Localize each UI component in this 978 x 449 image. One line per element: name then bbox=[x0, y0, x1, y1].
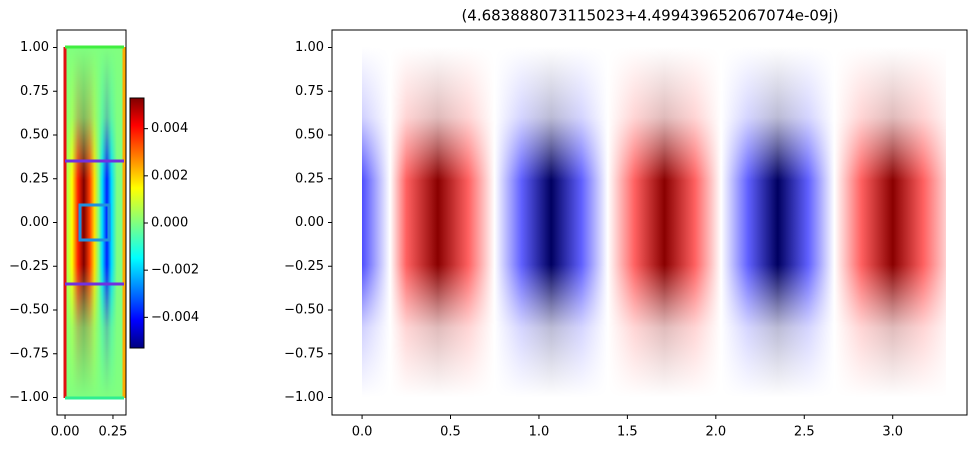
y-tick-label: 1.00 bbox=[295, 40, 324, 55]
y-tick-label: −1.00 bbox=[9, 390, 49, 405]
y-tick-label: 0.50 bbox=[20, 128, 49, 143]
y-tick-label: 0.25 bbox=[295, 171, 324, 186]
colorbar-tick-label: −0.002 bbox=[151, 263, 199, 278]
x-tick-label: 0.0 bbox=[352, 425, 373, 440]
y-tick-label: 0.00 bbox=[295, 215, 324, 230]
y-tick-label: 0.00 bbox=[20, 215, 49, 230]
y-tick-label: −0.75 bbox=[9, 346, 49, 361]
y-tick-label: 1.00 bbox=[20, 40, 49, 55]
x-tick-label: 0.5 bbox=[440, 425, 461, 440]
y-tick-label: −0.50 bbox=[284, 303, 324, 318]
x-tick-label: 0.25 bbox=[98, 425, 127, 440]
x-tick-label: 2.5 bbox=[794, 425, 815, 440]
y-tick-label: −0.75 bbox=[284, 346, 324, 361]
y-tick-label: −0.25 bbox=[284, 259, 324, 274]
x-tick-label: 1.5 bbox=[617, 425, 638, 440]
y-tick-label: 0.75 bbox=[20, 84, 49, 99]
x-tick-label: 3.0 bbox=[882, 425, 903, 440]
colorbar-tick-label: −0.004 bbox=[151, 310, 199, 325]
colorbar-tick-label: 0.004 bbox=[151, 121, 188, 136]
y-tick-label: 0.75 bbox=[295, 84, 324, 99]
x-tick-label: 0.00 bbox=[51, 425, 80, 440]
field-left bbox=[63, 45, 126, 400]
y-tick-label: −0.25 bbox=[9, 259, 49, 274]
chart-title: (4.683888073115023+4.499439652067074e-09… bbox=[461, 7, 838, 25]
x-tick-label: 1.0 bbox=[529, 425, 550, 440]
colorbar-tick-label: 0.002 bbox=[151, 168, 188, 183]
y-tick-label: −1.00 bbox=[284, 390, 324, 405]
x-tick-label: 2.0 bbox=[705, 425, 726, 440]
y-tick-label: −0.50 bbox=[9, 303, 49, 318]
y-tick-label: 0.25 bbox=[20, 171, 49, 186]
colorbar bbox=[129, 97, 145, 349]
field-right bbox=[362, 47, 946, 398]
colorbar-tick-label: 0.000 bbox=[151, 216, 188, 231]
y-tick-label: 0.50 bbox=[295, 128, 324, 143]
